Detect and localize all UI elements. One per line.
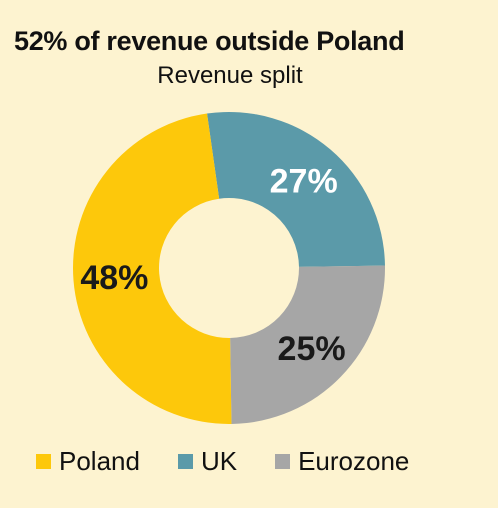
legend-swatch-poland <box>36 454 51 469</box>
slice-uk <box>207 112 385 267</box>
legend-label-uk: UK <box>200 446 238 476</box>
legend-item-eurozone: Eurozone <box>275 446 409 477</box>
legend: Poland UK Eurozone <box>36 446 447 477</box>
slice-label-poland: 48% <box>80 259 148 297</box>
legend-item-uk: UK <box>177 446 238 477</box>
slice-eurozone <box>230 265 385 424</box>
chart-title: 52% of revenue outside Poland <box>14 26 405 56</box>
chart-subtitle: Revenue split <box>157 62 303 89</box>
donut-chart: 27% 25% 48% <box>72 112 385 425</box>
slice-label-eurozone: 25% <box>278 330 346 368</box>
slice-poland <box>72 113 232 425</box>
legend-label-poland: Poland <box>59 446 140 476</box>
slice-label-uk: 27% <box>270 163 338 201</box>
legend-item-poland: Poland <box>36 446 140 477</box>
legend-label-eurozone: Eurozone <box>298 446 410 476</box>
legend-swatch-eurozone <box>275 454 291 469</box>
legend-swatch-uk <box>177 454 193 469</box>
